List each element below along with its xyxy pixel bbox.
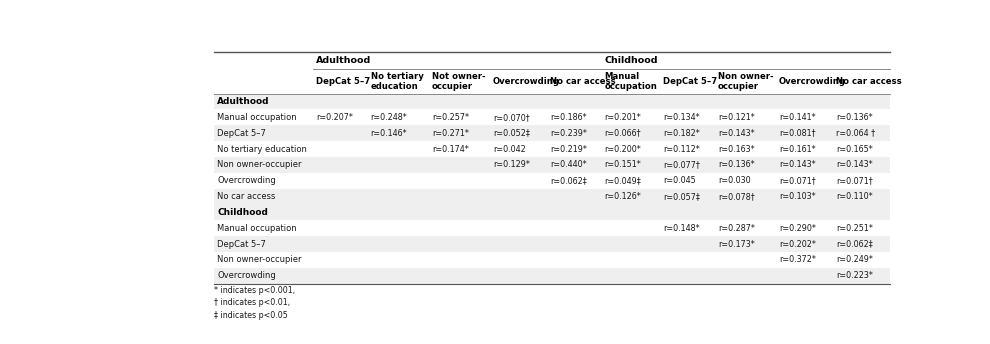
Bar	[214, 204, 890, 220]
Bar	[214, 94, 890, 109]
Text: Manual
occupation: Manual occupation	[605, 72, 657, 91]
Text: r=0.257*: r=0.257*	[432, 113, 469, 122]
Text: Childhood: Childhood	[605, 56, 658, 65]
Text: Overcrowding: Overcrowding	[493, 77, 560, 86]
Text: r=0.372*: r=0.372*	[779, 255, 816, 265]
Text: r=0.143*: r=0.143*	[779, 160, 816, 169]
Bar	[214, 141, 890, 157]
Text: r=0.249*: r=0.249*	[837, 255, 873, 265]
Bar	[214, 125, 890, 141]
Text: r=0.052‡: r=0.052‡	[493, 129, 530, 138]
Bar	[214, 52, 890, 94]
Text: r=0.103*: r=0.103*	[779, 192, 816, 201]
Text: * indicates p<0.001,: * indicates p<0.001,	[214, 286, 295, 295]
Text: r=0.045: r=0.045	[663, 176, 696, 185]
Bar	[214, 173, 890, 189]
Text: ‡ indicates p<0.05: ‡ indicates p<0.05	[214, 311, 288, 320]
Text: r=0.143*: r=0.143*	[837, 160, 873, 169]
Text: r=0.200*: r=0.200*	[605, 144, 642, 153]
Text: Manual occupation: Manual occupation	[218, 224, 297, 233]
Text: r=0.251*: r=0.251*	[837, 224, 873, 233]
Text: r=0.136*: r=0.136*	[718, 160, 754, 169]
Text: r=0.201*: r=0.201*	[605, 113, 642, 122]
Text: Adulthood: Adulthood	[218, 97, 270, 106]
Text: r=0.182*: r=0.182*	[663, 129, 700, 138]
Text: r=0.071†: r=0.071†	[837, 176, 873, 185]
Text: Childhood: Childhood	[218, 208, 268, 217]
Text: r=0.165*: r=0.165*	[837, 144, 873, 153]
Text: Not owner-
occupier: Not owner- occupier	[432, 72, 485, 91]
Text: r=0.290*: r=0.290*	[779, 224, 816, 233]
Text: r=0.287*: r=0.287*	[718, 224, 754, 233]
Text: Overcrowding: Overcrowding	[779, 77, 845, 86]
Text: Non owner-occupier: Non owner-occupier	[218, 160, 302, 169]
Bar	[214, 220, 890, 236]
Text: Non owner-
occupier: Non owner- occupier	[718, 72, 773, 91]
Text: Adulthood: Adulthood	[316, 56, 371, 65]
Text: DepCat 5–7: DepCat 5–7	[218, 129, 266, 138]
Text: r=0.062‡: r=0.062‡	[837, 239, 873, 249]
Text: r=0.129*: r=0.129*	[493, 160, 530, 169]
Text: r=0.112*: r=0.112*	[663, 144, 700, 153]
Text: r=0.081†: r=0.081†	[779, 129, 816, 138]
Text: r=0.223*: r=0.223*	[837, 271, 873, 280]
Text: r=0.078†: r=0.078†	[718, 192, 754, 201]
Text: Manual occupation: Manual occupation	[218, 113, 297, 122]
Text: r=0.134*: r=0.134*	[663, 113, 700, 122]
Text: No tertiary education: No tertiary education	[218, 144, 307, 153]
Text: r=0.141*: r=0.141*	[779, 113, 816, 122]
Text: DepCat 5–7: DepCat 5–7	[663, 77, 718, 86]
Text: r=0.248*: r=0.248*	[370, 113, 408, 122]
Text: † indicates p<0.01,: † indicates p<0.01,	[214, 299, 290, 308]
Text: r=0.151*: r=0.151*	[605, 160, 642, 169]
Text: r=0.143*: r=0.143*	[718, 129, 754, 138]
Text: Non owner-occupier: Non owner-occupier	[218, 255, 302, 265]
Text: r=0.057‡: r=0.057‡	[663, 192, 700, 201]
Bar	[214, 109, 890, 125]
Text: r=0.110*: r=0.110*	[837, 192, 873, 201]
Bar	[214, 157, 890, 173]
Text: r=0.186*: r=0.186*	[550, 113, 587, 122]
Text: r=0.066†: r=0.066†	[605, 129, 642, 138]
Text: r=0.161*: r=0.161*	[779, 144, 816, 153]
Text: r=0.126*: r=0.126*	[605, 192, 642, 201]
Text: r=0.440*: r=0.440*	[550, 160, 587, 169]
Text: DepCat 5–7: DepCat 5–7	[218, 239, 266, 249]
Text: DepCat 5–7: DepCat 5–7	[316, 77, 370, 86]
Text: r=0.064 †: r=0.064 †	[837, 129, 875, 138]
Text: r=0.239*: r=0.239*	[550, 129, 587, 138]
Text: r=0.062‡: r=0.062‡	[550, 176, 587, 185]
Bar	[214, 268, 890, 284]
Text: r=0.071†: r=0.071†	[779, 176, 816, 185]
Text: No car access: No car access	[550, 77, 616, 86]
Bar	[214, 252, 890, 268]
Text: r=0.271*: r=0.271*	[432, 129, 468, 138]
Text: r=0.219*: r=0.219*	[550, 144, 587, 153]
Text: r=0.148*: r=0.148*	[663, 224, 700, 233]
Text: Overcrowding: Overcrowding	[218, 271, 276, 280]
Bar	[214, 236, 890, 252]
Text: No car access: No car access	[837, 77, 902, 86]
Text: No tertiary
education: No tertiary education	[370, 72, 424, 91]
Text: r=0.030: r=0.030	[718, 176, 750, 185]
Text: r=0.207*: r=0.207*	[316, 113, 353, 122]
Bar	[214, 189, 890, 204]
Text: Overcrowding: Overcrowding	[218, 176, 276, 185]
Text: r=0.121*: r=0.121*	[718, 113, 754, 122]
Text: No car access: No car access	[218, 192, 276, 201]
Text: r=0.136*: r=0.136*	[837, 113, 873, 122]
Text: r=0.146*: r=0.146*	[370, 129, 407, 138]
Text: r=0.174*: r=0.174*	[432, 144, 468, 153]
Text: r=0.202*: r=0.202*	[779, 239, 816, 249]
Text: r=0.042: r=0.042	[493, 144, 526, 153]
Text: r=0.173*: r=0.173*	[718, 239, 754, 249]
Text: r=0.077†: r=0.077†	[663, 160, 700, 169]
Text: r=0.049‡: r=0.049‡	[605, 176, 642, 185]
Text: r=0.163*: r=0.163*	[718, 144, 754, 153]
Text: r=0.070†: r=0.070†	[493, 113, 530, 122]
